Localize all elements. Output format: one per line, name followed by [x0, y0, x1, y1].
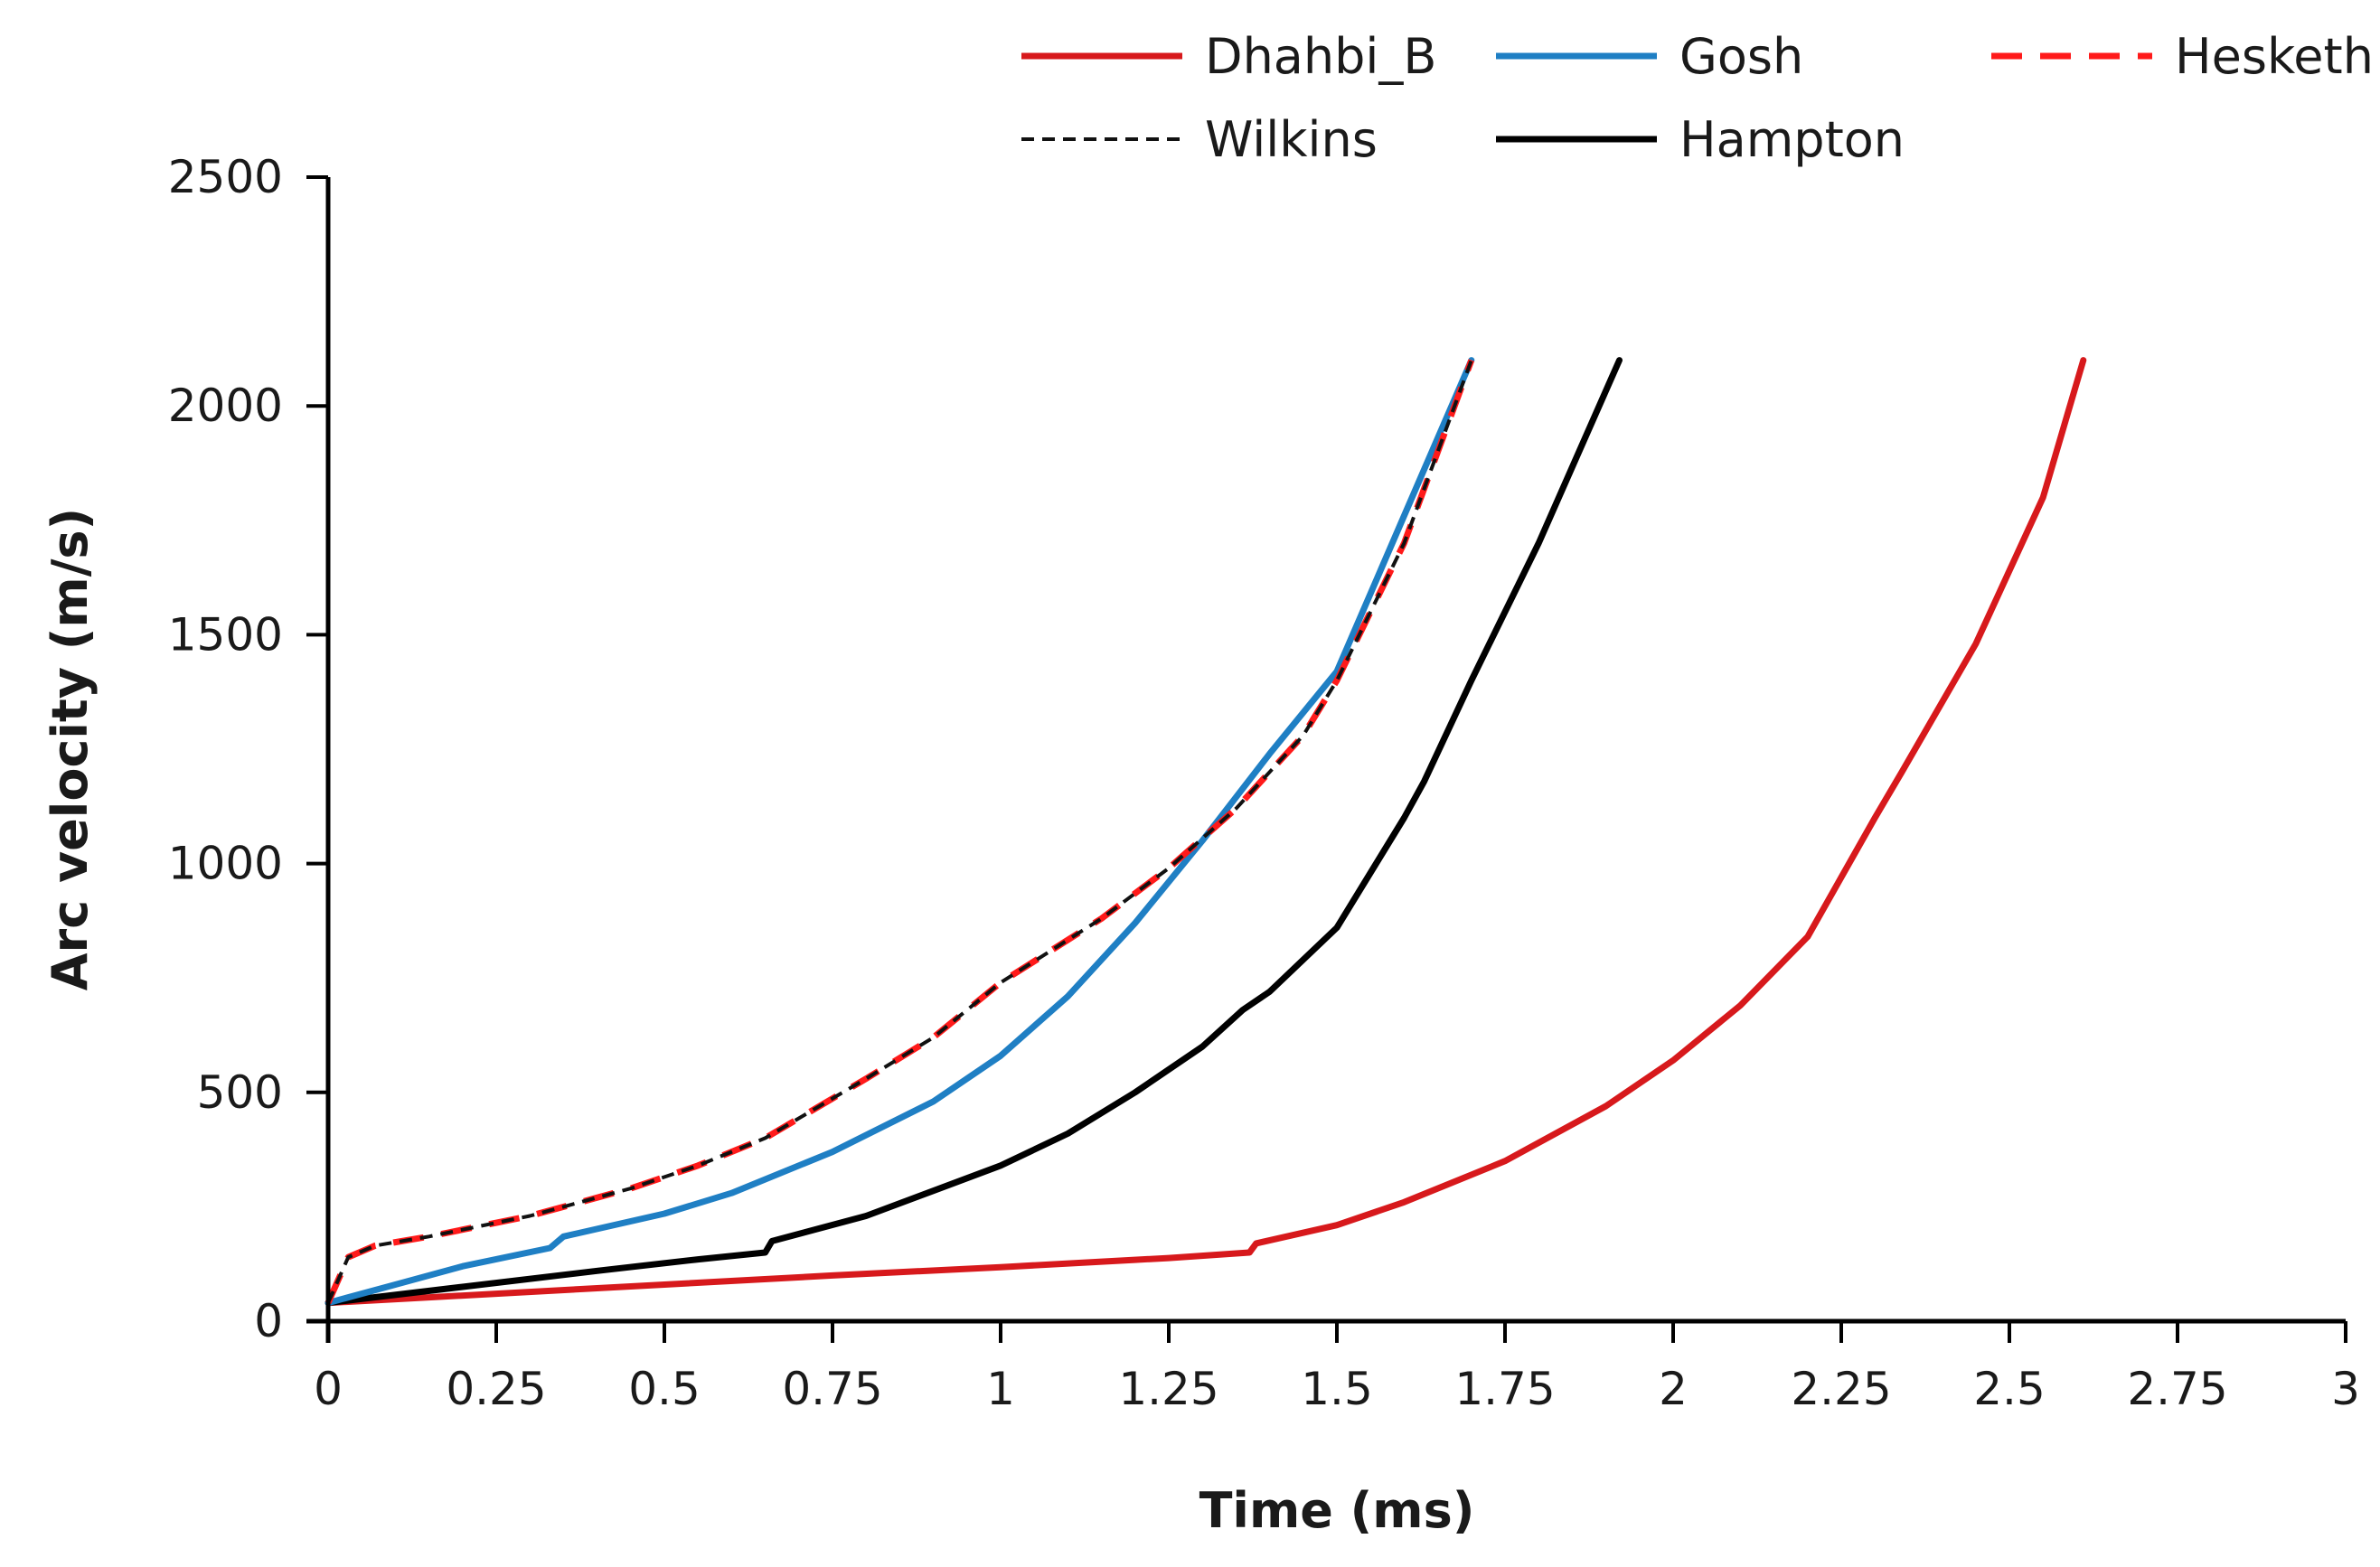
series-line-wilkins [326, 359, 1473, 1304]
legend-label: Wilkins [1205, 111, 1378, 168]
y-axis-title: Arc velocity (m/s) [42, 508, 99, 991]
legend-label: Hampton [1679, 111, 1905, 168]
x-tick-label: 2.5 [1973, 1363, 2046, 1415]
x-tick-label: 0.25 [446, 1363, 546, 1415]
series-line-gosh [325, 357, 1475, 1307]
legend-label: Dhahbi_B [1205, 28, 1436, 85]
y-tick-label: 0 [254, 1295, 283, 1347]
x-tick-label: 1.5 [1301, 1363, 1373, 1415]
y-ticks: 0 500 1000 1500 2000 2500 [168, 151, 328, 1347]
y-tick-label: 1000 [168, 838, 283, 890]
series-layer [325, 357, 2087, 1307]
legend-label: Hesketh [2175, 28, 2374, 85]
x-tick-label: 0 [314, 1363, 343, 1415]
x-tick-label: 1 [986, 1363, 1015, 1415]
x-axis-title: Time (ms) [1199, 1482, 1475, 1539]
x-tick-label: 0.75 [782, 1363, 882, 1415]
x-tick-label: 0.5 [628, 1363, 701, 1415]
y-tick-label: 2500 [168, 151, 283, 203]
y-tick-label: 1500 [168, 608, 283, 661]
x-tick-label: 2.25 [1791, 1363, 1891, 1415]
x-tick-label: 2.75 [2127, 1363, 2227, 1415]
x-ticks: 0 0.25 0.5 0.75 1 1.25 1.5 1.75 2 2.25 2.5 2.75 3 [314, 1321, 2360, 1415]
series-line-hesketh [325, 359, 1475, 1305]
series-line-dhahbi-b [325, 357, 2087, 1307]
y-tick-label: 500 [197, 1066, 283, 1119]
x-tick-label: 1.75 [1454, 1363, 1555, 1415]
x-tick-label: 3 [2331, 1363, 2360, 1415]
legend-label: Gosh [1679, 28, 1803, 85]
axes-layer [306, 177, 2346, 1343]
x-tick-label: 2 [1659, 1363, 1688, 1415]
series-line-hampton [325, 357, 1623, 1307]
y-tick-label: 2000 [168, 380, 283, 432]
x-tick-label: 1.25 [1118, 1363, 1218, 1415]
legend: Dhahbi_B Gosh Hesketh Wilkins Hampton [1021, 28, 2374, 168]
